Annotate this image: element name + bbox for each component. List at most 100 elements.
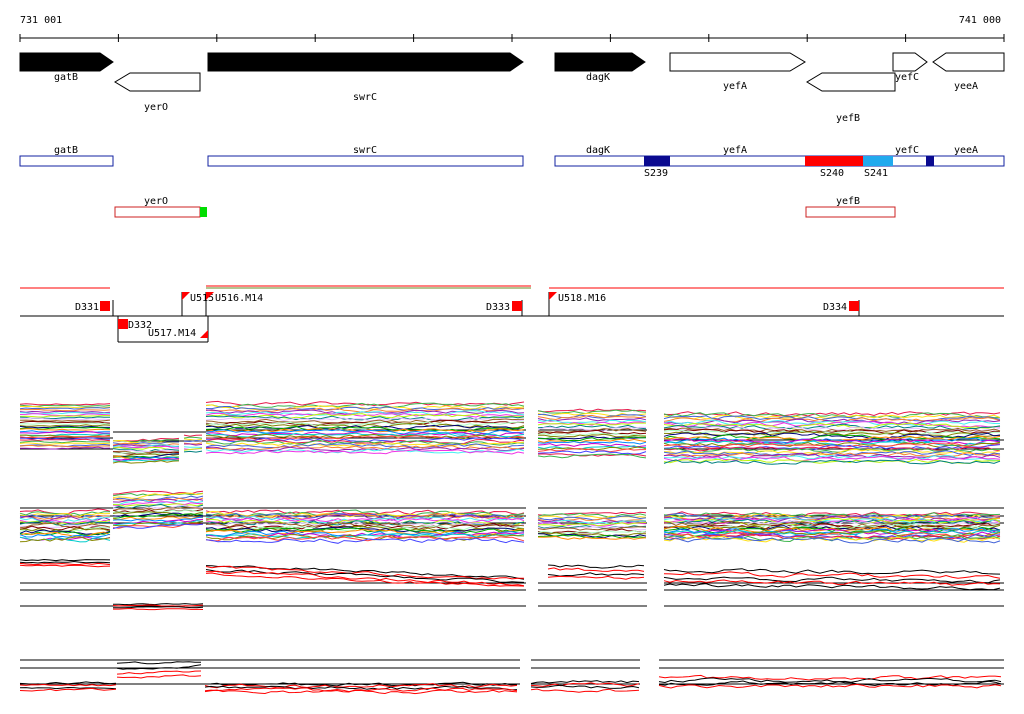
expression-trace xyxy=(183,442,203,445)
expression-trace xyxy=(19,425,110,429)
gene-label-swrC: swrC xyxy=(353,92,377,103)
expression-trace xyxy=(663,571,1001,579)
expression-trace xyxy=(19,428,111,431)
expression-trace xyxy=(205,446,525,452)
gene-arrow-yeeA[interactable] xyxy=(932,52,1005,72)
expression-trace xyxy=(547,572,645,577)
feature-box-gatB[interactable] xyxy=(19,155,114,167)
gene-arrow-yerO[interactable] xyxy=(114,72,201,92)
expression-trace xyxy=(663,515,1001,523)
expression-trace xyxy=(112,456,180,461)
expression-panel-many-lower xyxy=(19,490,1004,544)
expression-trace xyxy=(537,436,646,442)
marker-D331[interactable] xyxy=(100,301,110,311)
marker-U516[interactable] xyxy=(206,292,214,300)
marker-track: D331 D332 U515 U516.M14 D333 U518.M16 D3… xyxy=(20,285,1004,343)
expression-trace xyxy=(205,419,525,426)
expression-trace xyxy=(658,680,1002,687)
marker-U517[interactable] xyxy=(200,330,208,338)
expression-trace xyxy=(112,523,204,530)
gene-arrow-dagK[interactable] xyxy=(554,52,646,72)
expression-trace xyxy=(112,603,204,606)
marker-label-U515: U515 xyxy=(190,293,214,304)
expression-trace xyxy=(205,400,525,407)
expression-trace xyxy=(537,512,647,518)
expression-trace xyxy=(19,531,111,539)
expression-trace xyxy=(663,414,1001,420)
expression-trace xyxy=(663,454,1001,461)
expression-trace xyxy=(19,511,111,516)
green-marker[interactable] xyxy=(200,207,207,217)
expression-trace xyxy=(658,674,1002,681)
expression-trace xyxy=(205,425,525,432)
expression-trace xyxy=(663,459,1001,465)
expression-trace xyxy=(19,408,111,412)
expression-trace xyxy=(530,684,640,689)
expression-trace xyxy=(19,562,111,566)
expression-trace xyxy=(19,512,111,517)
expression-trace xyxy=(19,533,111,538)
gene-arrow-yefB[interactable] xyxy=(806,72,896,92)
expression-trace xyxy=(663,423,1001,431)
expression-trace xyxy=(112,512,204,518)
expression-trace xyxy=(112,445,180,449)
expression-trace xyxy=(663,531,1001,540)
gene-arrow-gatB[interactable] xyxy=(19,52,114,72)
feature-box-dagK-yeeA[interactable] xyxy=(554,155,1005,167)
start-coordinate: 731 001 xyxy=(20,15,62,26)
expression-trace xyxy=(112,516,204,521)
feature-box-yefB[interactable] xyxy=(805,206,896,218)
segment-S239[interactable] xyxy=(644,156,670,166)
expression-trace xyxy=(19,417,111,421)
feature-label-yefC: yefC xyxy=(895,145,919,156)
expression-trace xyxy=(530,688,640,693)
expression-trace xyxy=(537,419,647,424)
expression-trace xyxy=(112,459,180,462)
expression-trace xyxy=(19,536,111,543)
expression-trace xyxy=(663,451,1001,458)
expression-trace xyxy=(204,687,518,693)
expression-trace xyxy=(205,448,525,454)
feature-box-swrC[interactable] xyxy=(207,155,524,167)
coordinate-ruler: 731 001 741 000 xyxy=(19,15,1005,42)
gene-arrow-swrC[interactable] xyxy=(207,52,524,72)
gene-arrow-yefC[interactable] xyxy=(892,52,928,72)
marker-U515[interactable] xyxy=(182,292,190,300)
marker-D334[interactable] xyxy=(849,301,859,311)
feature-label-yefA: yefA xyxy=(723,145,747,156)
expression-trace xyxy=(205,533,525,540)
expression-trace xyxy=(537,453,647,459)
expression-trace xyxy=(112,498,204,503)
feature-label-gatB: gatB xyxy=(54,145,78,156)
gene-arrow-yefA[interactable] xyxy=(669,52,806,72)
expression-trace xyxy=(663,437,1001,444)
marker-U518[interactable] xyxy=(549,292,557,300)
segment-S240[interactable] xyxy=(805,156,863,166)
feature-label-yefB: yefB xyxy=(836,196,860,207)
gene-track: gatB yerO swrC dagK yefA yefB yefC yeeA xyxy=(19,52,1005,124)
segment-label-S241: S241 xyxy=(864,168,888,179)
expression-trace xyxy=(663,568,1001,575)
segment-S241[interactable] xyxy=(863,156,893,166)
expression-trace xyxy=(19,558,111,562)
marker-D333[interactable] xyxy=(512,301,522,311)
expression-trace xyxy=(537,445,647,450)
gene-label-yeeA: yeeA xyxy=(954,81,978,92)
expression-trace xyxy=(113,606,204,609)
expression-trace xyxy=(19,531,111,536)
expression-trace xyxy=(663,433,1001,441)
expression-trace xyxy=(19,435,110,439)
marker-D332[interactable] xyxy=(118,319,128,329)
feature-box-yerO[interactable] xyxy=(114,206,201,218)
ruler-ticks xyxy=(19,34,1005,42)
segment-small-blue[interactable] xyxy=(926,156,934,166)
feature-label-swrC: swrC xyxy=(353,145,377,156)
expression-trace xyxy=(112,492,204,499)
marker-label-D331: D331 xyxy=(75,302,99,313)
expression-trace xyxy=(205,441,525,447)
expression-trace xyxy=(19,560,111,564)
expression-trace xyxy=(19,403,111,406)
end-coordinate: 741 000 xyxy=(959,15,1001,26)
expression-trace xyxy=(183,448,203,451)
